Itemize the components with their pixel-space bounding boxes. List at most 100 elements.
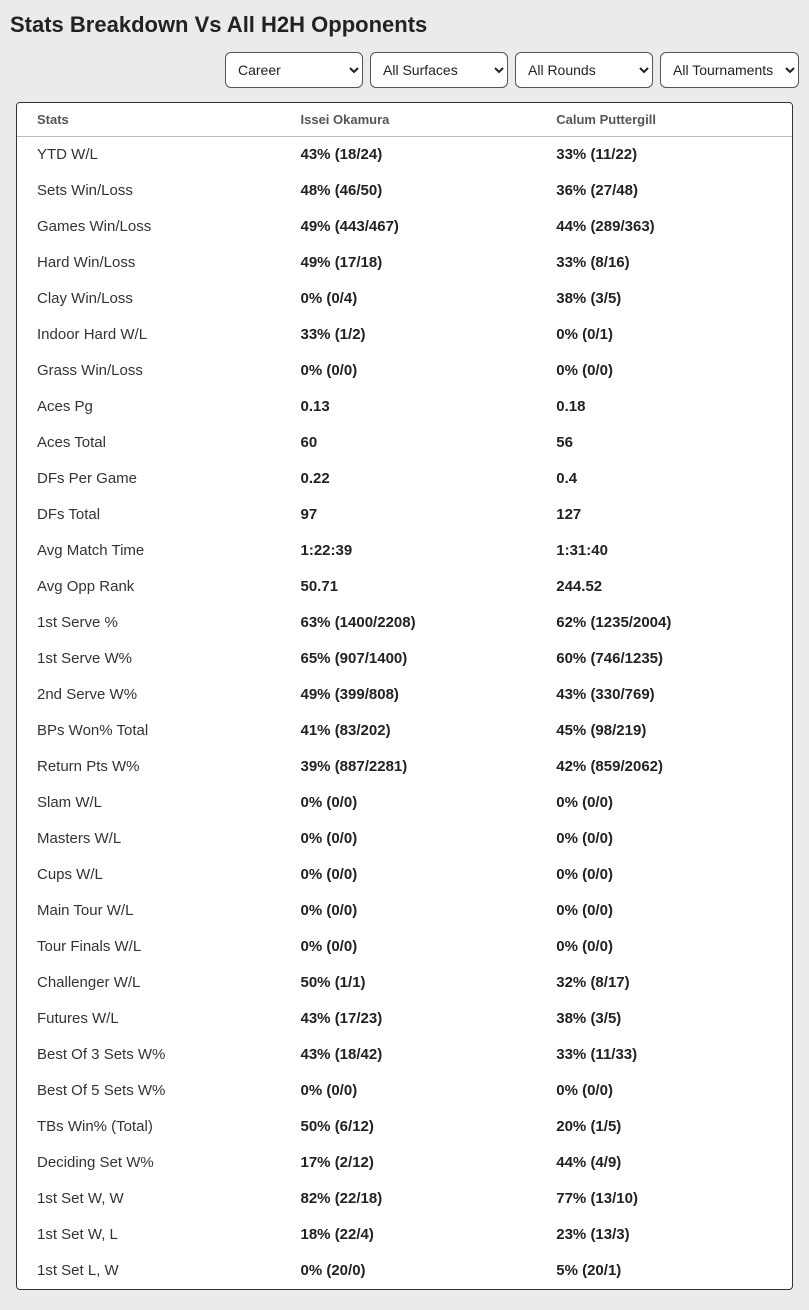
stat-label: BPs Won% Total [17,713,281,749]
stat-label: 1st Serve W% [17,641,281,677]
stat-value-player2: 0% (0/0) [536,893,792,929]
stat-value-player2: 56 [536,425,792,461]
stat-label: Clay Win/Loss [17,281,281,317]
stat-label: 1st Set L, W [17,1253,281,1289]
tournament-select[interactable]: All Tournaments [660,52,799,88]
stat-value-player2: 0% (0/0) [536,857,792,893]
stat-value-player1: 49% (17/18) [281,245,537,281]
stat-value-player1: 18% (22/4) [281,1217,537,1253]
table-row: Main Tour W/L0% (0/0)0% (0/0) [17,893,792,929]
stat-value-player2: 33% (8/16) [536,245,792,281]
stats-table: Stats Issei Okamura Calum Puttergill YTD… [17,103,792,1289]
stat-value-player1: 97 [281,497,537,533]
stat-value-player2: 0.4 [536,461,792,497]
table-row: Indoor Hard W/L33% (1/2)0% (0/1) [17,317,792,353]
stat-label: 1st Serve % [17,605,281,641]
stat-value-player1: 50.71 [281,569,537,605]
stat-value-player2: 0% (0/0) [536,353,792,389]
stat-value-player2: 23% (13/3) [536,1217,792,1253]
stat-label: DFs Total [17,497,281,533]
table-row: Cups W/L0% (0/0)0% (0/0) [17,857,792,893]
stat-value-player1: 50% (1/1) [281,965,537,1001]
col-header-player1: Issei Okamura [281,103,537,137]
surface-select[interactable]: All Surfaces [370,52,508,88]
table-row: YTD W/L43% (18/24)33% (11/22) [17,137,792,174]
stat-value-player1: 33% (1/2) [281,317,537,353]
table-row: Slam W/L0% (0/0)0% (0/0) [17,785,792,821]
table-row: Best Of 5 Sets W%0% (0/0)0% (0/0) [17,1073,792,1109]
stat-value-player1: 43% (18/42) [281,1037,537,1073]
stat-value-player1: 0% (0/4) [281,281,537,317]
stat-label: Sets Win/Loss [17,173,281,209]
stat-value-player1: 65% (907/1400) [281,641,537,677]
stat-value-player1: 1:22:39 [281,533,537,569]
table-row: Sets Win/Loss48% (46/50)36% (27/48) [17,173,792,209]
filters-bar: Career All Surfaces All Rounds All Tourn… [10,52,799,88]
stat-value-player2: 0% (0/1) [536,317,792,353]
stat-value-player2: 0.18 [536,389,792,425]
stat-value-player2: 0% (0/0) [536,785,792,821]
table-row: BPs Won% Total41% (83/202)45% (98/219) [17,713,792,749]
stat-label: Slam W/L [17,785,281,821]
table-row: Challenger W/L50% (1/1)32% (8/17) [17,965,792,1001]
stat-value-player2: 36% (27/48) [536,173,792,209]
stat-label: 2nd Serve W% [17,677,281,713]
stat-value-player1: 82% (22/18) [281,1181,537,1217]
stat-value-player1: 0% (0/0) [281,857,537,893]
stat-value-player2: 60% (746/1235) [536,641,792,677]
stat-value-player1: 0% (0/0) [281,785,537,821]
stat-value-player1: 50% (6/12) [281,1109,537,1145]
stat-value-player1: 0% (0/0) [281,893,537,929]
table-row: 1st Set W, W82% (22/18)77% (13/10) [17,1181,792,1217]
stat-value-player1: 0.13 [281,389,537,425]
stat-label: Challenger W/L [17,965,281,1001]
table-row: Tour Finals W/L0% (0/0)0% (0/0) [17,929,792,965]
stat-label: Deciding Set W% [17,1145,281,1181]
table-row: Masters W/L0% (0/0)0% (0/0) [17,821,792,857]
stat-value-player2: 38% (3/5) [536,281,792,317]
stat-value-player1: 0% (0/0) [281,929,537,965]
stat-label: 1st Set W, L [17,1217,281,1253]
table-row: Deciding Set W%17% (2/12)44% (4/9) [17,1145,792,1181]
stat-label: Hard Win/Loss [17,245,281,281]
stat-value-player2: 45% (98/219) [536,713,792,749]
stat-label: Avg Opp Rank [17,569,281,605]
stat-value-player1: 0% (0/0) [281,353,537,389]
col-header-stats: Stats [17,103,281,137]
stat-value-player2: 33% (11/22) [536,137,792,174]
stat-value-player2: 20% (1/5) [536,1109,792,1145]
stat-value-player1: 0% (0/0) [281,821,537,857]
table-row: DFs Total97127 [17,497,792,533]
table-row: 1st Serve %63% (1400/2208)62% (1235/2004… [17,605,792,641]
stat-value-player2: 244.52 [536,569,792,605]
round-select[interactable]: All Rounds [515,52,653,88]
page-title: Stats Breakdown Vs All H2H Opponents [10,12,799,38]
stat-label: Best Of 5 Sets W% [17,1073,281,1109]
stat-value-player2: 38% (3/5) [536,1001,792,1037]
stat-value-player2: 0% (0/0) [536,821,792,857]
stat-value-player2: 32% (8/17) [536,965,792,1001]
stat-label: Main Tour W/L [17,893,281,929]
stat-label: Indoor Hard W/L [17,317,281,353]
stat-value-player1: 0.22 [281,461,537,497]
stat-value-player2: 5% (20/1) [536,1253,792,1289]
table-row: Return Pts W%39% (887/2281)42% (859/2062… [17,749,792,785]
stat-value-player2: 42% (859/2062) [536,749,792,785]
table-row: Best Of 3 Sets W%43% (18/42)33% (11/33) [17,1037,792,1073]
stat-value-player2: 44% (4/9) [536,1145,792,1181]
period-select[interactable]: Career [225,52,363,88]
stat-value-player1: 49% (399/808) [281,677,537,713]
stat-label: Return Pts W% [17,749,281,785]
stat-label: 1st Set W, W [17,1181,281,1217]
stats-table-container: Stats Issei Okamura Calum Puttergill YTD… [16,102,793,1290]
table-row: TBs Win% (Total)50% (6/12)20% (1/5) [17,1109,792,1145]
table-row: Aces Total6056 [17,425,792,461]
table-row: DFs Per Game0.220.4 [17,461,792,497]
table-row: 1st Set L, W0% (20/0)5% (20/1) [17,1253,792,1289]
stat-value-player2: 44% (289/363) [536,209,792,245]
table-row: Avg Opp Rank50.71244.52 [17,569,792,605]
stat-value-player1: 49% (443/467) [281,209,537,245]
stat-label: Masters W/L [17,821,281,857]
table-row: Aces Pg0.130.18 [17,389,792,425]
stat-value-player2: 62% (1235/2004) [536,605,792,641]
